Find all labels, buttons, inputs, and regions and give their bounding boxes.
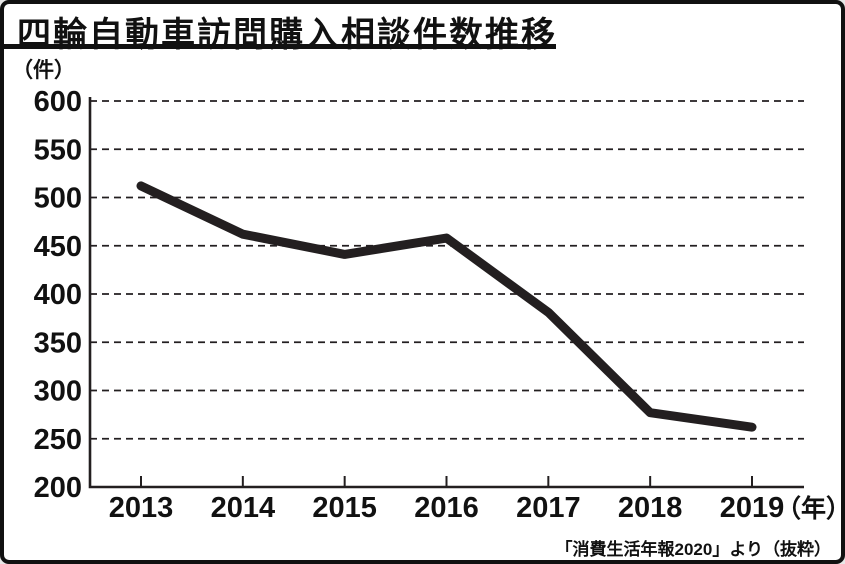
y-tick-label: 550 xyxy=(34,134,82,166)
x-tick-label: 2017 xyxy=(516,492,581,524)
y-tick-label: 200 xyxy=(34,472,82,504)
source-citation: 「消費生活年報2020」より（抜粋） xyxy=(555,540,831,559)
y-tick-label: 400 xyxy=(34,279,82,311)
y-tick-label: 250 xyxy=(34,424,82,456)
data-line xyxy=(136,181,757,432)
x-tick-label: 2018 xyxy=(618,492,683,524)
x-tick-label: 2019 xyxy=(720,492,785,524)
y-tick-label: 600 xyxy=(34,86,82,118)
title-underline xyxy=(4,44,556,49)
x-tick-label: 2015 xyxy=(312,492,377,524)
x-tick-label: 2016 xyxy=(414,492,479,524)
y-tick-label: 450 xyxy=(34,231,82,263)
y-tick-label: 350 xyxy=(34,327,82,359)
x-tick-label: 2014 xyxy=(211,492,276,524)
y-tick-label: 300 xyxy=(34,376,82,408)
y-axis-unit-label: （件） xyxy=(12,59,75,82)
axis-lines xyxy=(88,97,804,489)
line-chart-plot: 200 250 300 350 400 450 500 550 600 2013 2014 2015 2… xyxy=(34,86,845,524)
y-tick-label: 500 xyxy=(34,183,82,215)
x-tick-label: 2013 xyxy=(109,492,174,524)
x-axis-unit-label: （年） xyxy=(776,494,845,523)
